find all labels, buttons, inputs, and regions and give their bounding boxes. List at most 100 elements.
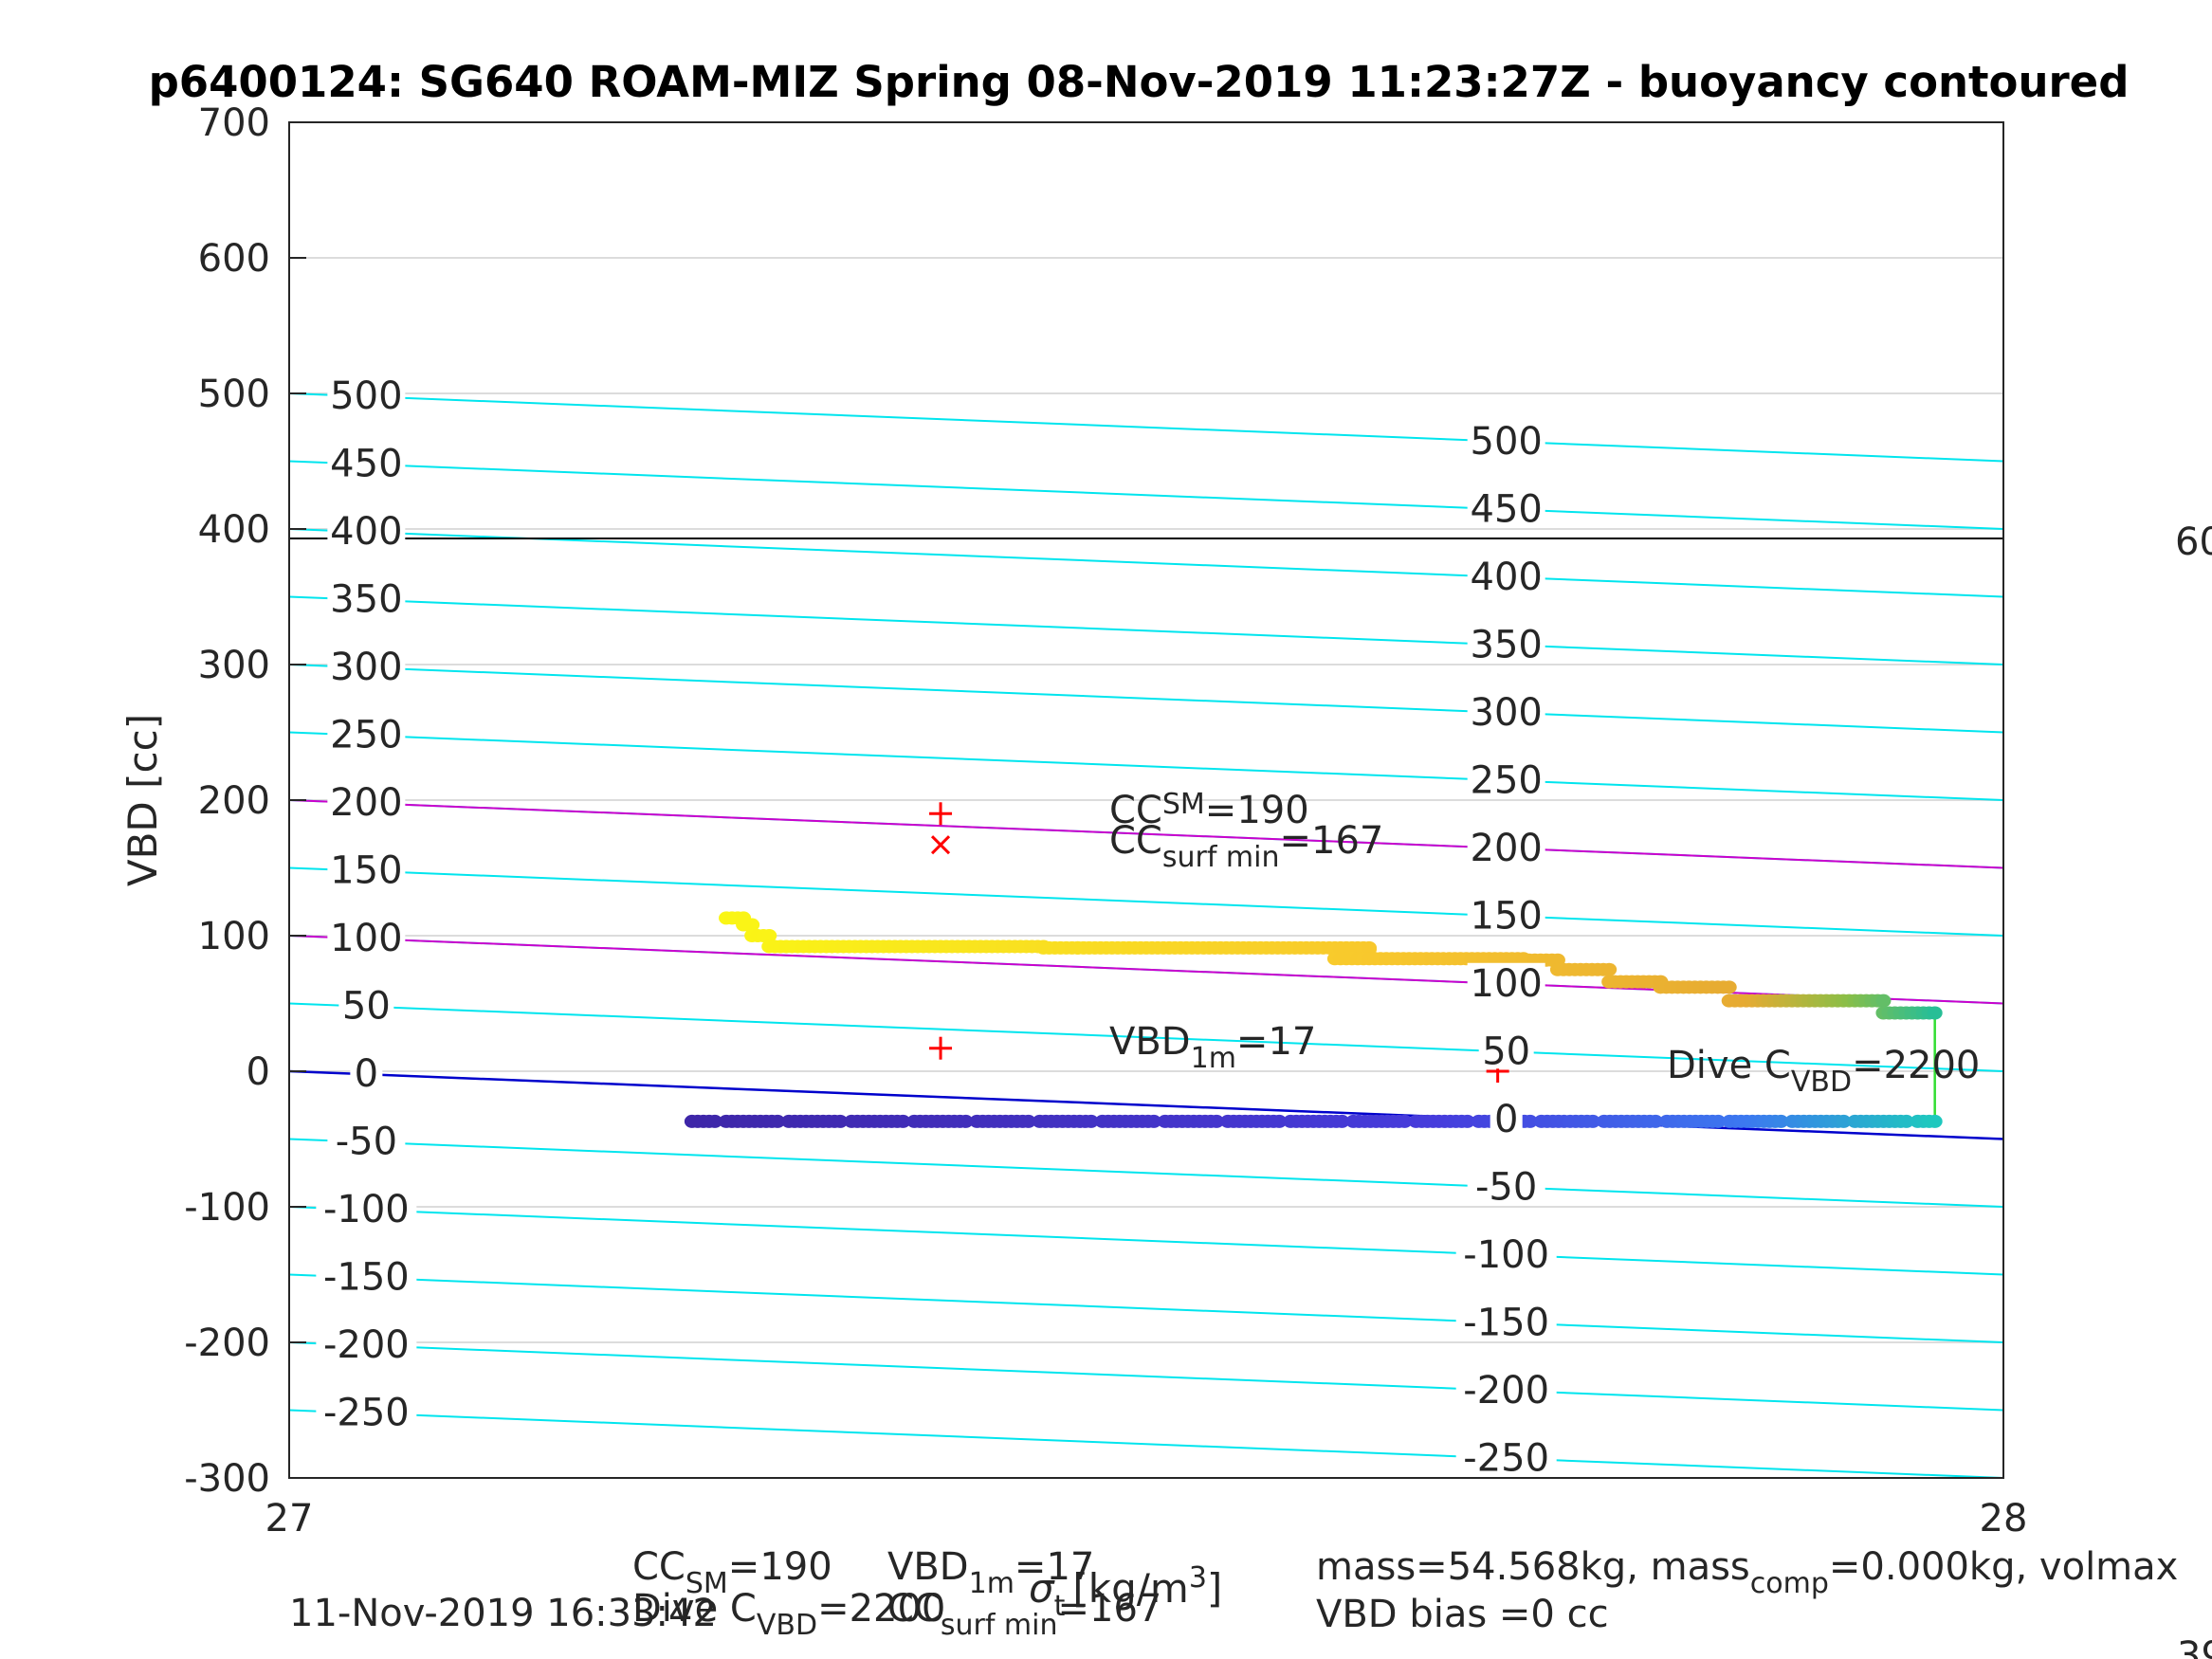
contour-label: 500 xyxy=(330,374,402,418)
data-point xyxy=(1773,1114,1789,1128)
contour-label-bg xyxy=(1467,420,1545,459)
data-point xyxy=(1209,1114,1225,1128)
contour-label-bg xyxy=(327,849,406,888)
data-point xyxy=(744,918,760,932)
contour-label: 0 xyxy=(1494,1098,1518,1141)
contour-line xyxy=(289,1206,2003,1276)
y-tick-label: 400 xyxy=(198,508,270,552)
contour-label: -250 xyxy=(1463,1436,1549,1480)
contour-labels: 5005004504504004003503503003002502502002… xyxy=(316,374,1557,1480)
data-point xyxy=(1927,1006,1943,1020)
contour-label: -150 xyxy=(323,1256,410,1300)
contour-line xyxy=(289,392,2003,463)
contour-label: 100 xyxy=(1471,962,1543,1006)
contour-label: 450 xyxy=(1471,487,1543,531)
contour-label-bg xyxy=(327,647,406,685)
y-tick-label: 0 xyxy=(247,1050,270,1094)
contour-label-bg xyxy=(1490,1098,1523,1137)
contour-label-bg xyxy=(1455,1233,1557,1272)
contour-label: 500 xyxy=(1471,420,1543,464)
footer-line1: CCSM=190 VBD1m=17 xyxy=(632,1545,1094,1600)
y-tick-label: 700 xyxy=(198,101,270,145)
y-tick-label: -100 xyxy=(184,1186,270,1230)
marker-cc-sm xyxy=(929,802,953,826)
contour-label: 400 xyxy=(1471,556,1543,599)
y-tick-label: -200 xyxy=(184,1322,270,1365)
data-point xyxy=(1875,994,1892,1008)
contour-label-bg xyxy=(327,782,406,821)
contour-label: 450 xyxy=(330,443,402,486)
contour-label: -150 xyxy=(1463,1301,1549,1344)
y-axis-label: VBD [cc] xyxy=(119,714,166,886)
contour-label: -100 xyxy=(1463,1233,1549,1277)
contour-line xyxy=(289,1273,2003,1343)
contour-label-bg xyxy=(1467,556,1545,594)
contour-label: 150 xyxy=(330,849,402,893)
footer-line2: Dive CVBD=2200CCsurf min=167 xyxy=(632,1587,1161,1642)
contour-label: 100 xyxy=(330,917,402,960)
y-tick-label: 200 xyxy=(198,779,270,823)
contour-label-bg xyxy=(327,578,406,617)
data-point xyxy=(1020,1114,1036,1128)
data-point xyxy=(1710,1114,1727,1128)
contour-line xyxy=(289,866,2003,937)
contour-line xyxy=(289,460,2003,530)
contour-label-bg xyxy=(327,1121,406,1159)
contour-line xyxy=(289,731,2003,801)
data-point xyxy=(1927,1114,1943,1128)
data-series xyxy=(684,911,1943,1128)
data-point xyxy=(761,929,777,942)
contour-label: 250 xyxy=(1471,758,1543,802)
x-axis-label: σt [kg/m3] xyxy=(1029,1561,1222,1623)
data-point xyxy=(1334,1114,1350,1128)
contour-label-bg xyxy=(327,714,406,753)
x-tick-label: 27 xyxy=(265,1497,314,1540)
y-tick-label: 300 xyxy=(198,644,270,687)
right-edge-label-top: 60 xyxy=(2175,520,2212,564)
contour-label: -250 xyxy=(323,1392,410,1435)
contour-label-bg xyxy=(350,1053,383,1092)
contour-label-bg xyxy=(1455,1302,1557,1340)
contour-line xyxy=(289,1002,2003,1072)
data-point xyxy=(1898,1114,1914,1128)
contour-line xyxy=(289,1138,2003,1208)
contour-label: -50 xyxy=(1475,1165,1537,1209)
contour-label-bg xyxy=(327,511,406,550)
marker-cc-surf-min xyxy=(930,835,951,855)
contour-label-bg xyxy=(327,375,406,414)
data-point xyxy=(1271,1114,1288,1128)
contour-line xyxy=(289,595,2003,665)
contour-label-bg xyxy=(1467,895,1545,934)
data-point xyxy=(1522,1114,1538,1128)
sm-line xyxy=(289,799,2003,869)
data-point xyxy=(1584,1114,1600,1128)
contour-label-bg xyxy=(1467,962,1545,1001)
contour-label: -100 xyxy=(323,1188,410,1231)
contour-label: 250 xyxy=(330,714,402,757)
contour-label: 400 xyxy=(330,510,402,554)
y-tick-label: -300 xyxy=(184,1457,270,1501)
y-tick-label: 500 xyxy=(198,373,270,416)
annotation-cc-surf-min: CCsurf min=167 xyxy=(1109,819,1383,874)
contour-line xyxy=(289,1341,2003,1412)
contour-line xyxy=(289,1409,2003,1478)
contour-label-bg xyxy=(316,1189,417,1228)
contour-label-bg xyxy=(1467,1166,1545,1205)
contour-label: 350 xyxy=(1471,623,1543,666)
contour-label: 150 xyxy=(1471,894,1543,938)
contour-label: 50 xyxy=(342,985,391,1029)
chart-title: p6400124: SG640 ROAM-MIZ Spring 08-Nov-2… xyxy=(149,57,2130,107)
contour-label: 200 xyxy=(330,781,402,825)
contour-line xyxy=(289,664,2003,734)
data-point xyxy=(706,1114,722,1128)
contour-label: -50 xyxy=(336,1121,397,1164)
annotation-dive-cvbd: Dive CVBD=2200 xyxy=(1667,1044,1980,1099)
contour-line xyxy=(289,528,2003,598)
data-point xyxy=(958,1114,974,1128)
data-point xyxy=(1648,1114,1664,1128)
contour-label-bg xyxy=(1455,1369,1557,1408)
markers xyxy=(929,802,1509,1083)
contour-label: 200 xyxy=(1471,827,1543,870)
